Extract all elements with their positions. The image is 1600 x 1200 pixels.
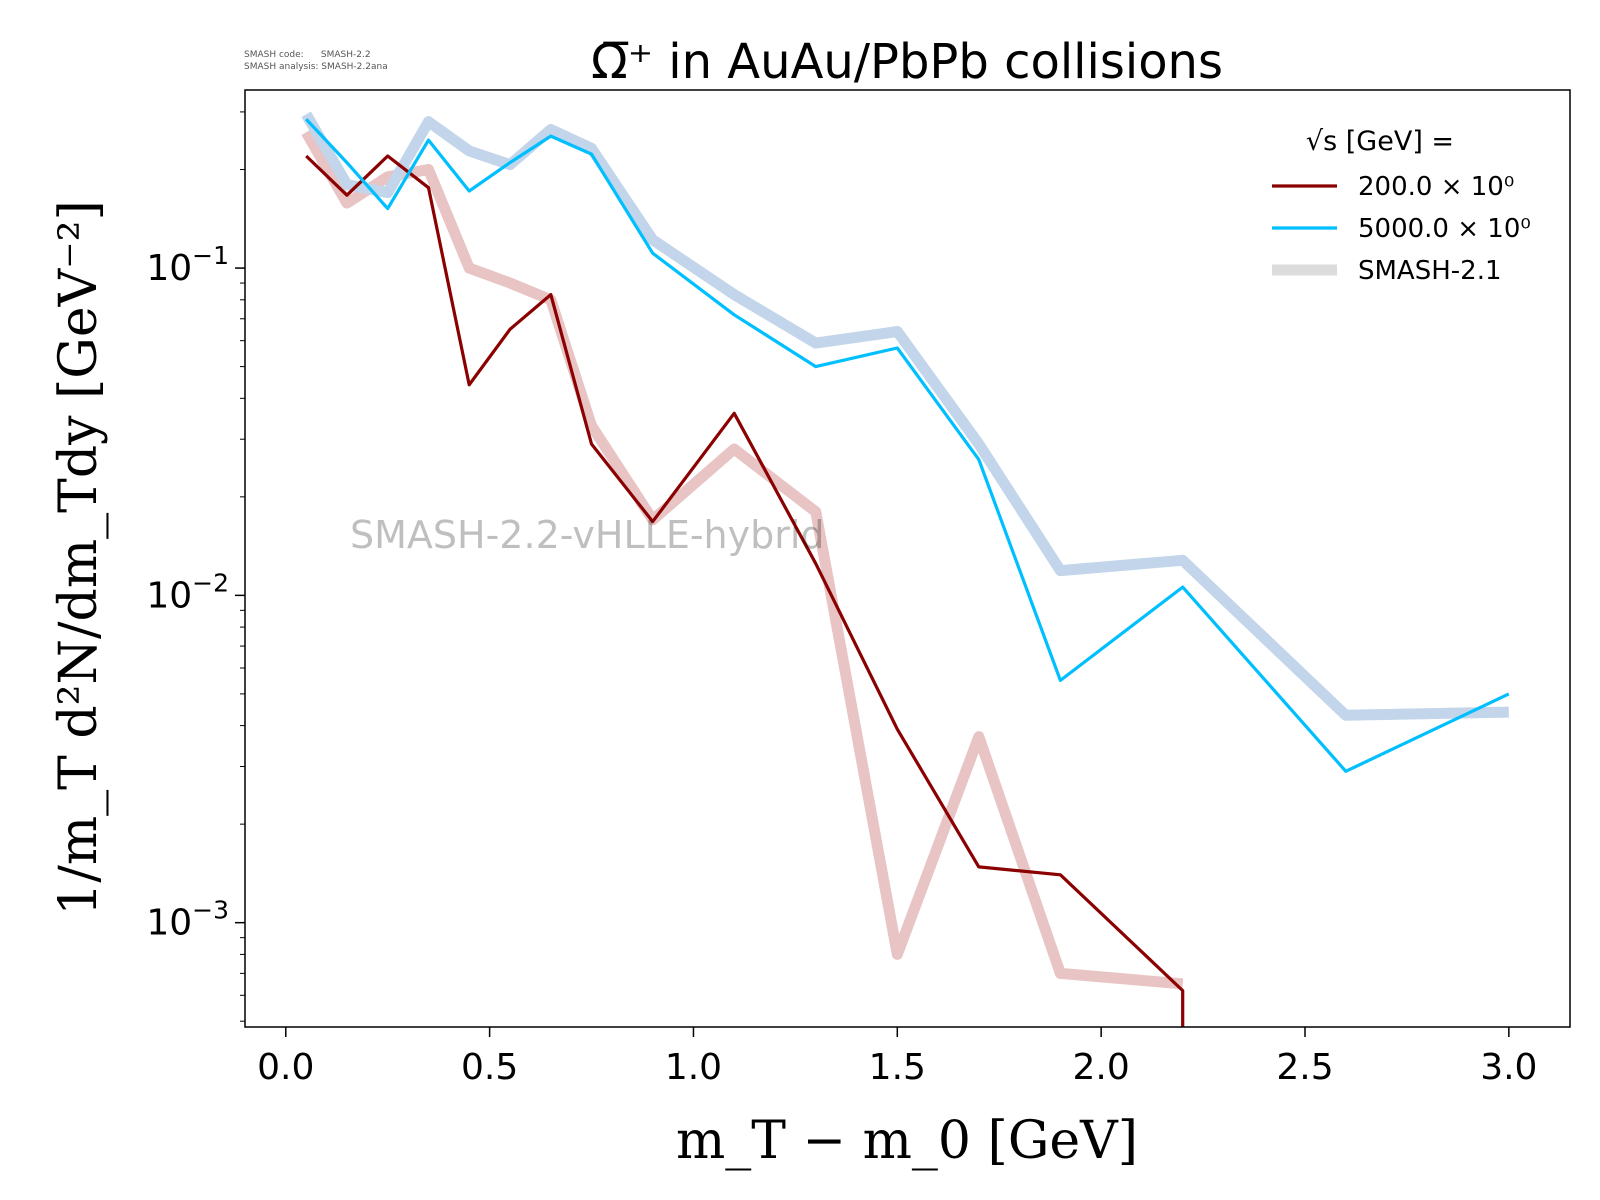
legend: √s [GeV] = 200.0 × 10⁰ 5000.0 × 10⁰ SMASH-2… [1272,126,1531,286]
watermark: SMASH-2.2-vHLLE-hybrid [350,513,825,557]
x-tick-label: 1.0 [665,1047,722,1088]
x-tick-label: 2.5 [1276,1047,1333,1088]
x-tick-label: 1.5 [869,1047,926,1088]
chart-title: Ω̅⁺ in AuAu/PbPb collisions [591,34,1223,90]
x-axis-label: m_T − m_0 [GeV] [676,1111,1138,1171]
series-line-0 [305,154,1185,1027]
smash-code-note: SMASH code: SMASH-2.2 [244,50,371,60]
smash-analysis-note: SMASH analysis: SMASH-2.2ana [244,62,388,72]
y-tick-label: 10−1 [146,241,229,289]
x-tick-label: 2.0 [1073,1047,1130,1088]
series-line-3 [301,111,1509,721]
x-tick-label: 0.5 [461,1047,518,1088]
y-axis-label: 1/m_T d²N/dm_Tdy [GeV⁻²] [49,200,109,915]
y-tick-label: 10−3 [146,896,229,944]
y-tick-label: 10−2 [146,568,229,616]
series-line-1 [305,118,1510,773]
x-tick-label: 0.0 [257,1047,314,1088]
legend-entry-label: 200.0 × 10⁰ [1358,172,1514,202]
x-tick-label: 3.0 [1480,1047,1537,1088]
plot-frame [244,89,1571,1028]
legend-title: √s [GeV] = [1306,126,1454,157]
legend-entry-label: 5000.0 × 10⁰ [1358,214,1531,244]
legend-entry-label: SMASH-2.1 [1358,256,1502,286]
